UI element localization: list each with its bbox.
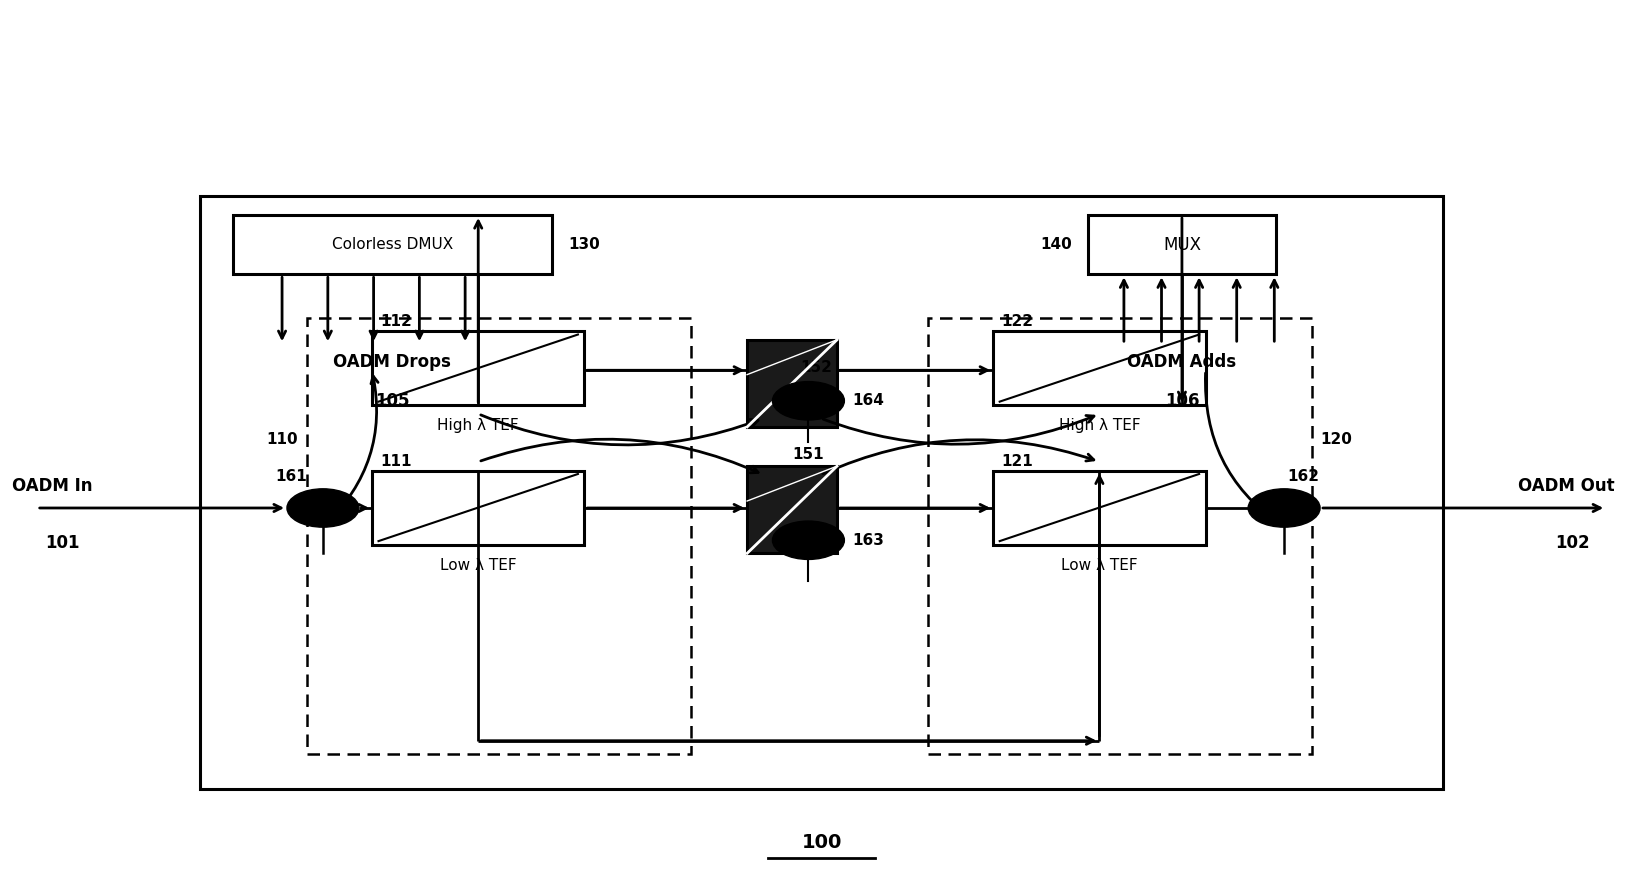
Text: 102: 102 <box>1556 534 1590 552</box>
Text: 140: 140 <box>1040 238 1071 253</box>
Text: High λ TEF: High λ TEF <box>1058 418 1140 433</box>
Text: 112: 112 <box>380 314 412 329</box>
FancyBboxPatch shape <box>748 466 836 554</box>
FancyBboxPatch shape <box>992 471 1206 545</box>
Circle shape <box>772 521 845 560</box>
Text: 105: 105 <box>375 392 409 410</box>
Text: 101: 101 <box>44 534 79 552</box>
Text: 120: 120 <box>1319 431 1352 447</box>
FancyBboxPatch shape <box>371 471 585 545</box>
FancyBboxPatch shape <box>992 331 1206 405</box>
Text: MUX: MUX <box>1163 236 1201 253</box>
FancyBboxPatch shape <box>928 318 1311 754</box>
Text: High λ TEF: High λ TEF <box>437 418 519 433</box>
FancyBboxPatch shape <box>307 318 690 754</box>
Text: 164: 164 <box>853 393 884 408</box>
Text: 163: 163 <box>853 532 884 547</box>
Text: OADM In: OADM In <box>13 477 94 495</box>
FancyBboxPatch shape <box>748 340 836 427</box>
FancyBboxPatch shape <box>371 331 585 405</box>
FancyBboxPatch shape <box>1088 215 1277 275</box>
Text: 106: 106 <box>1165 392 1199 410</box>
Text: 111: 111 <box>380 454 412 469</box>
Text: 110: 110 <box>266 431 299 447</box>
Text: 100: 100 <box>802 833 841 852</box>
Text: 151: 151 <box>792 447 823 462</box>
Text: Colorless DMUX: Colorless DMUX <box>332 238 453 253</box>
Text: 161: 161 <box>274 469 307 485</box>
Text: 152: 152 <box>800 360 831 375</box>
FancyBboxPatch shape <box>233 215 552 275</box>
FancyBboxPatch shape <box>200 196 1443 788</box>
Text: OADM Out: OADM Out <box>1518 477 1615 495</box>
Text: Low λ TEF: Low λ TEF <box>440 558 516 573</box>
Circle shape <box>772 382 845 420</box>
Text: 122: 122 <box>1001 314 1033 329</box>
Text: OADM Drops: OADM Drops <box>334 353 452 370</box>
Text: 130: 130 <box>568 238 600 253</box>
Circle shape <box>1249 488 1319 527</box>
Circle shape <box>288 488 358 527</box>
Text: Low λ TEF: Low λ TEF <box>1061 558 1137 573</box>
Text: OADM Adds: OADM Adds <box>1127 353 1237 370</box>
Text: 162: 162 <box>1288 469 1319 485</box>
Text: 121: 121 <box>1001 454 1033 469</box>
